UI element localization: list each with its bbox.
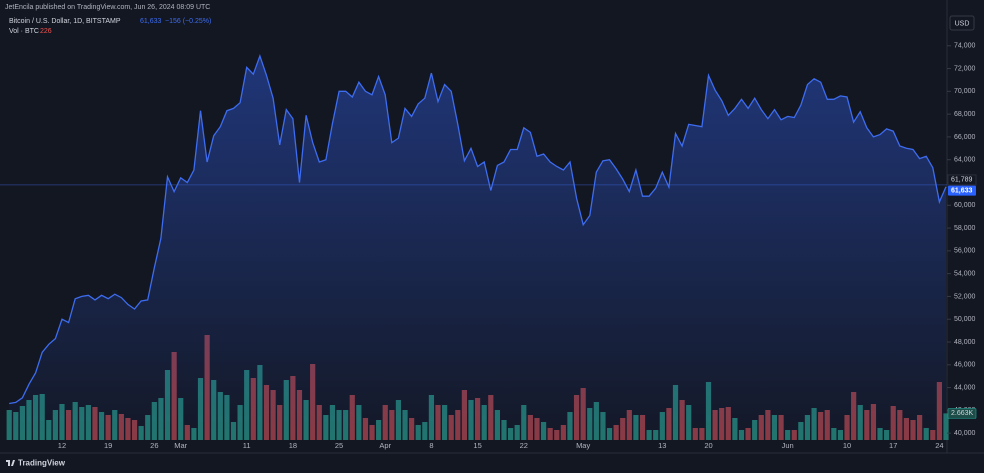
last-quote: 61,633: [140, 18, 162, 25]
x-tick-label: 11: [243, 441, 251, 450]
y-tick-label: 74,000: [954, 43, 976, 50]
y-tick-label: 66,000: [954, 134, 976, 141]
x-tick-label: May: [576, 441, 590, 450]
y-tick-label: 72,000: [954, 65, 976, 72]
y-tick-label: 60,000: [954, 202, 976, 209]
brand: TradingView: [18, 459, 66, 468]
y-tick-label: 58,000: [954, 225, 976, 232]
reference-label-box: [947, 174, 977, 186]
y-tick-label: 70,000: [954, 88, 976, 95]
x-tick-label: 25: [335, 441, 343, 450]
y-tick-label: 52,000: [954, 293, 976, 300]
x-tick-label: 10: [843, 441, 851, 450]
currency-button[interactable]: [949, 15, 975, 31]
x-tick-label: Jun: [782, 441, 794, 450]
publisher: JetEncila published on TradingView.com, …: [5, 4, 210, 11]
symbol: Bitcoin / U.S. Dollar, 1D, BITSTAMP: [9, 18, 121, 25]
x-tick-label: 13: [658, 441, 666, 450]
x-tick-label: 24: [935, 441, 943, 450]
y-tick-label: 50,000: [954, 316, 976, 323]
brand-logo: [6, 460, 15, 466]
last-price-label: 61,633: [951, 188, 973, 195]
reference-label: 61,789: [951, 177, 973, 184]
price-area: [9, 56, 946, 440]
x-tick-label: Apr: [379, 441, 391, 450]
y-tick-label: 48,000: [954, 339, 976, 346]
x-tick-label: 20: [704, 441, 712, 450]
volume-label-box: [947, 408, 977, 419]
x-tick-label: 18: [289, 441, 297, 450]
y-tick-label: 46,000: [954, 362, 976, 369]
volume-label: 2.663K: [951, 410, 974, 417]
y-tick-label: 68,000: [954, 111, 976, 118]
price-line: [9, 54, 947, 405]
y-tick-label: 56,000: [954, 248, 976, 255]
x-tick-label: 19: [104, 441, 112, 450]
x-tick-label: 22: [520, 441, 528, 450]
y-tick-label: 54,000: [954, 270, 976, 277]
x-tick-label: 15: [473, 441, 481, 450]
plot: [6, 54, 949, 440]
x-tick-label: 12: [58, 441, 66, 450]
currency[interactable]: USD: [955, 20, 970, 27]
x-tick-label: 17: [889, 441, 897, 450]
volume-legend: Vol · BTC: [9, 28, 39, 35]
x-tick-label: 8: [429, 441, 433, 450]
y-tick-label: 44,000: [954, 384, 976, 391]
x-tick-label: 26: [150, 441, 158, 450]
last-price-box: [948, 185, 976, 196]
y-tick-label: 64,000: [954, 157, 976, 164]
change: −156 (−0.25%): [165, 18, 211, 25]
x-tick-label: Mar: [174, 441, 187, 450]
y-tick-label: 40,000: [954, 430, 976, 437]
volume-now: 226: [40, 28, 52, 35]
